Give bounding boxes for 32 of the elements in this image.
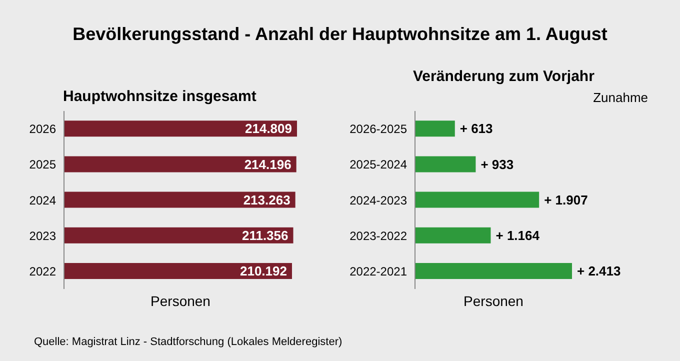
- bar: [415, 156, 476, 172]
- y-tick-label: 2025-2024: [350, 158, 408, 172]
- data-label: + 1.907: [544, 192, 588, 208]
- y-tick-label: 2022: [29, 264, 56, 278]
- bar: [415, 120, 455, 137]
- data-label: 211.356: [242, 228, 288, 244]
- x-axis-title: Personen: [150, 293, 212, 309]
- data-label: 210.192: [240, 264, 287, 279]
- y-tick-label: 2026: [29, 122, 56, 136]
- data-label: 214.809: [245, 121, 292, 136]
- y-tick-label: 2026-2025: [350, 122, 408, 136]
- y-tick-label: 2025: [29, 158, 56, 172]
- chart-subtitle: Hauptwohnsitze insgesamt: [63, 88, 256, 105]
- text: Zunahme: [593, 90, 648, 105]
- data-label: 213.263: [243, 192, 290, 208]
- chart-title: Veränderung zum Vorjahr: [413, 68, 594, 85]
- y-tick-label: 2024: [29, 193, 56, 208]
- y-tick-label: 2022-2021: [350, 264, 408, 278]
- text: Bevölkerungsstand - Anzahl der Hauptwohnsitze am 1. August: [72, 24, 608, 45]
- x-axis-title: Personen: [462, 293, 524, 309]
- data-label: + 1.164: [496, 228, 540, 244]
- data-label: 214.196: [244, 156, 292, 172]
- data-label: + 2.413: [577, 264, 621, 279]
- y-tick-label: 2023: [29, 228, 56, 243]
- data-label: + 613: [460, 121, 493, 136]
- bar: [415, 263, 572, 280]
- bar: [415, 192, 540, 208]
- source-note: Quelle: Magistrat Linz - Stadtforschung (Lokales Melderegister): [34, 336, 342, 348]
- y-tick-label: 2023-2022: [350, 228, 408, 243]
- bar: [415, 227, 491, 244]
- data-label: + 933: [480, 156, 514, 172]
- y-tick-label: 2024-2023: [350, 193, 408, 208]
